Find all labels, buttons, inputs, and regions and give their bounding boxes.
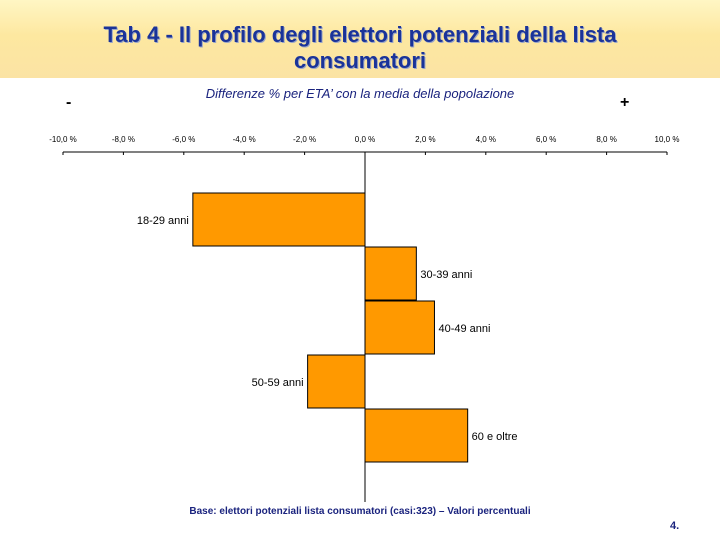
bar [364, 408, 469, 463]
category-label: 18-29 anni [137, 215, 189, 227]
x-tick-label: -6,0 % [172, 135, 195, 144]
bars [192, 192, 469, 463]
bar [192, 192, 366, 247]
header-band [0, 0, 720, 78]
footnote: Base: elettori potenziali lista consumat… [189, 506, 531, 517]
x-tick-label: -10,0 % [49, 135, 77, 144]
category-label: 30-39 anni [420, 269, 472, 281]
x-tick-label: -2,0 % [293, 135, 316, 144]
page-number: 4. [670, 520, 680, 532]
positive-sign-label: + [620, 94, 630, 111]
x-tick-label: 10,0 % [655, 135, 680, 144]
slide-title: Tab 4 - Il profilo degli elettori potenz… [103, 22, 617, 73]
category-label: 40-49 anni [438, 323, 490, 335]
bar [364, 300, 435, 355]
bar [307, 354, 366, 409]
bar-chart: -10,0 % -8,0 % -6,0 % -4,0 % -2,0 % 0,0 % 2,0 … [49, 135, 679, 502]
x-tick-label: 2,0 % [415, 135, 435, 144]
x-tick-label: 0,0 % [355, 135, 375, 144]
x-tick-label: 6,0 % [536, 135, 556, 144]
negative-sign-label: - [66, 94, 72, 111]
x-axis: -10,0 % -8,0 % -6,0 % -4,0 % -2,0 % 0,0 % 2,0 … [49, 135, 679, 502]
category-labels: 18-29 anni 30-39 anni 40-49 anni 50-59 anni… [137, 215, 518, 443]
x-tick-label: 4,0 % [476, 135, 496, 144]
x-tick-label: -8,0 % [112, 135, 135, 144]
category-label: 60 e oltre [472, 431, 518, 443]
chart-title: Differenze % per ETA’ con la media della… [205, 86, 515, 101]
category-label: 50-59 anni [252, 377, 304, 389]
bar [364, 246, 417, 301]
x-tick-label: 8,0 % [596, 135, 616, 144]
x-tick-label: -4,0 % [233, 135, 256, 144]
